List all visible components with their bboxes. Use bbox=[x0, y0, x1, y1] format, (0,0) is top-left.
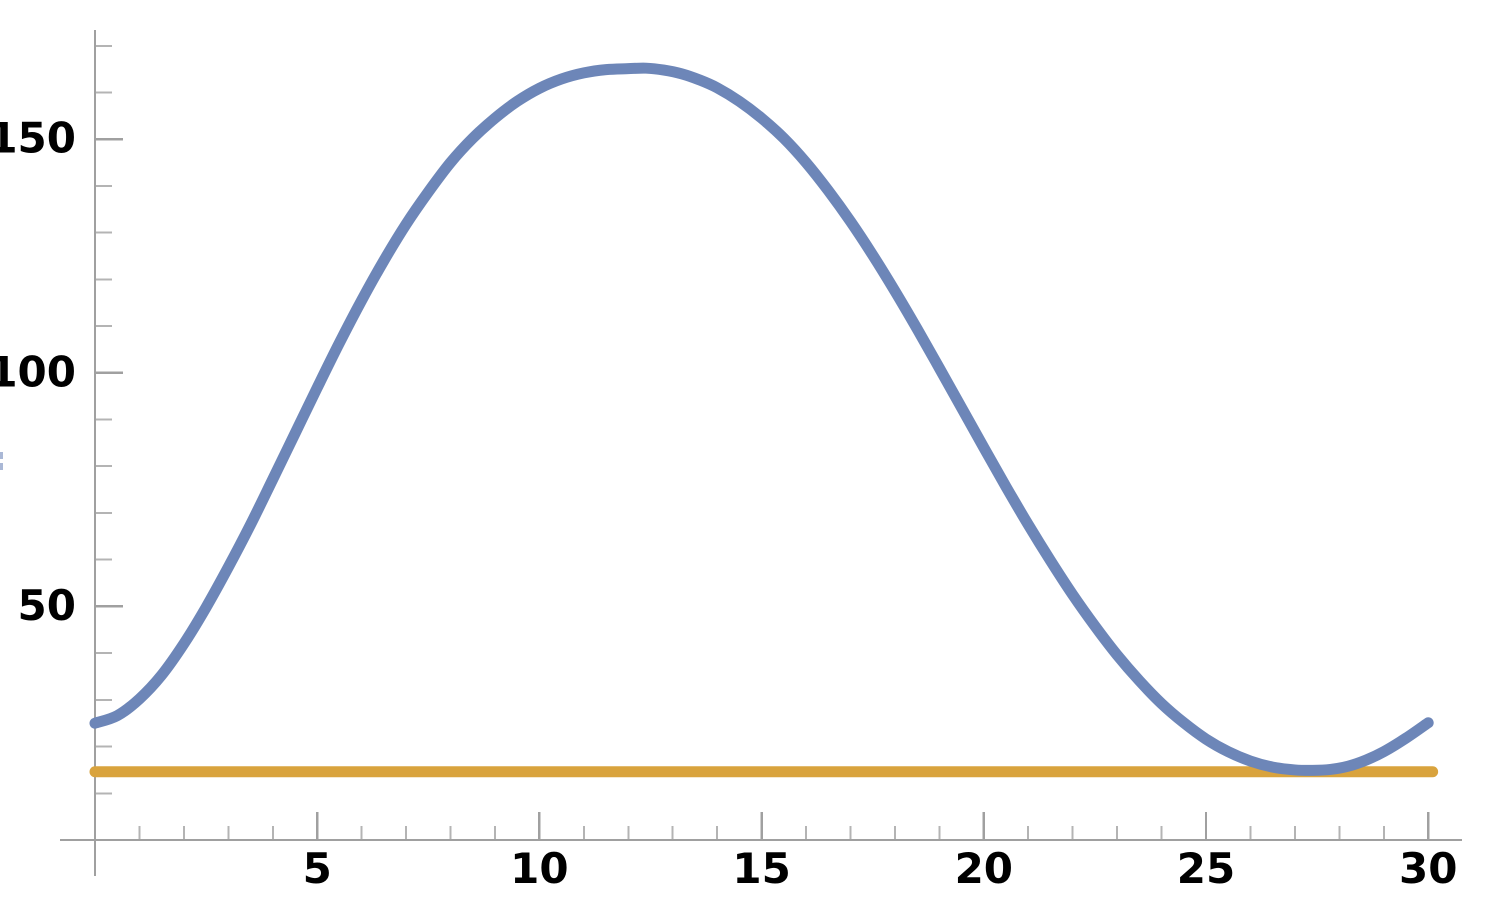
y-tick-label: 150 bbox=[0, 114, 76, 163]
x-axis-tick-labels: 5 10 15 20 25 30 bbox=[303, 844, 1458, 893]
y-axis-tick-labels: 50 100 150 bbox=[0, 114, 76, 630]
curve-line-series bbox=[89, 62, 1434, 776]
y-tick-label: 100 bbox=[0, 347, 76, 396]
x-axis-minor-ticks bbox=[138, 826, 1385, 840]
x-tick-label: 30 bbox=[1399, 844, 1457, 893]
x-tick-label: 10 bbox=[510, 844, 568, 893]
edge-artifact-mark bbox=[0, 452, 3, 459]
x-tick-label: 25 bbox=[1177, 844, 1235, 893]
x-tick-label: 5 bbox=[303, 844, 332, 893]
edge-artifact-mark bbox=[0, 463, 3, 470]
y-axis-major-ticks bbox=[95, 137, 123, 608]
y-tick-label: 50 bbox=[18, 581, 76, 630]
x-axis-major-ticks bbox=[316, 812, 1430, 840]
x-tick-label: 15 bbox=[732, 844, 790, 893]
y-axis-minor-ticks bbox=[95, 44, 112, 795]
x-tick-label: 20 bbox=[955, 844, 1013, 893]
